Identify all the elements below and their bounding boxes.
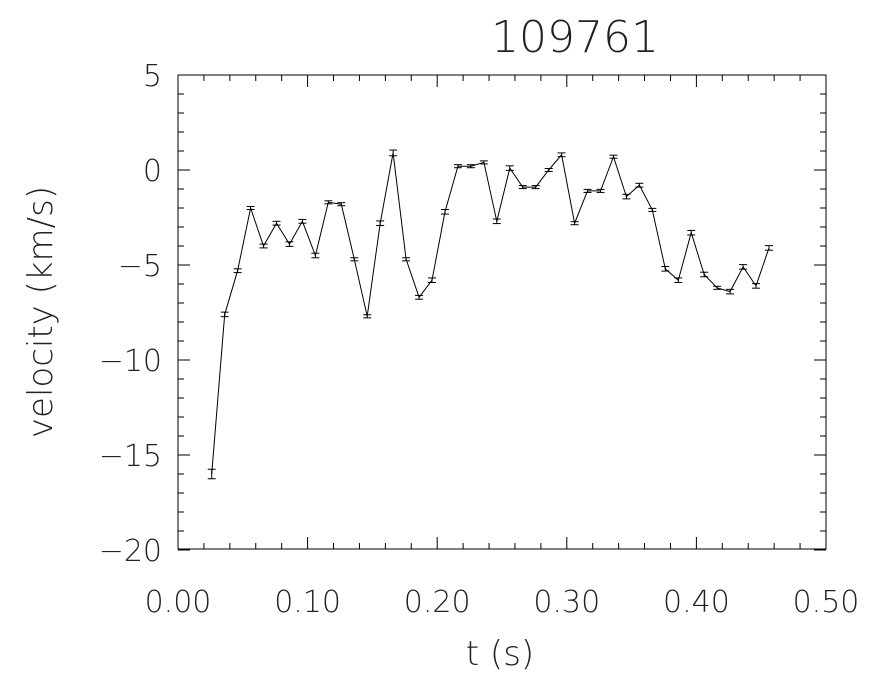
data-point (713, 285, 722, 290)
data-point (739, 264, 748, 270)
data-point (207, 468, 216, 480)
data-point (337, 202, 346, 207)
y-axis-label: velocity (km/s) (21, 186, 61, 438)
data-point (518, 185, 527, 190)
data-point (609, 154, 618, 159)
x-tick-label: 0.10 (274, 585, 341, 620)
data-point (440, 209, 449, 215)
data-series (207, 149, 773, 480)
data-point (570, 221, 579, 226)
y-tick-label: 5 (143, 59, 162, 94)
x-tick-label: 0.00 (145, 585, 212, 620)
data-point (220, 311, 229, 318)
data-point (402, 257, 411, 262)
data-point (583, 188, 592, 193)
data-point (544, 167, 553, 173)
data-point (752, 283, 761, 289)
data-point (726, 288, 735, 295)
y-tick-labels: −20 −15 −10 −5 0 5 (99, 59, 162, 569)
y-tick-label: 0 (143, 154, 162, 189)
data-point (285, 241, 294, 247)
y-tick-label: −20 (99, 534, 162, 569)
data-point (700, 271, 709, 278)
data-point (376, 220, 385, 226)
data-point (557, 152, 566, 158)
data-point (764, 245, 773, 251)
data-point (311, 252, 320, 259)
x-tick-label: 0.50 (793, 585, 860, 620)
plot-frame (177, 74, 827, 550)
data-point (453, 164, 462, 169)
data-point (246, 205, 255, 211)
x-tick-label: 0.20 (404, 585, 471, 620)
axis-ticks (177, 74, 827, 551)
chart-title: 109761 (491, 12, 659, 63)
x-tick-labels: 0.00 0.10 0.20 0.30 0.40 0.50 (145, 585, 860, 620)
data-point (596, 188, 605, 193)
data-point (492, 218, 501, 225)
data-point (648, 207, 657, 212)
data-point (350, 257, 359, 262)
data-point (324, 200, 333, 205)
y-tick-label: −5 (118, 249, 162, 284)
series-line (211, 152, 770, 475)
data-point (363, 314, 372, 319)
data-point (687, 229, 696, 236)
data-point (389, 149, 398, 157)
data-point (661, 266, 670, 272)
data-point (622, 193, 631, 200)
x-tick-label: 0.40 (663, 585, 730, 620)
data-point (479, 160, 488, 165)
data-point (415, 294, 424, 300)
data-point (272, 220, 281, 226)
data-point (635, 182, 644, 188)
data-point (531, 185, 540, 190)
data-point (259, 243, 268, 249)
y-tick-label: −10 (99, 344, 162, 379)
data-point (505, 165, 514, 171)
data-point (298, 218, 307, 224)
data-point (233, 268, 242, 274)
x-axis-label: t (s) (466, 634, 534, 674)
y-tick-label: −15 (99, 439, 162, 474)
data-point (428, 277, 437, 283)
x-tick-label: 0.30 (533, 585, 600, 620)
data-point (674, 277, 683, 283)
data-point (466, 164, 475, 169)
